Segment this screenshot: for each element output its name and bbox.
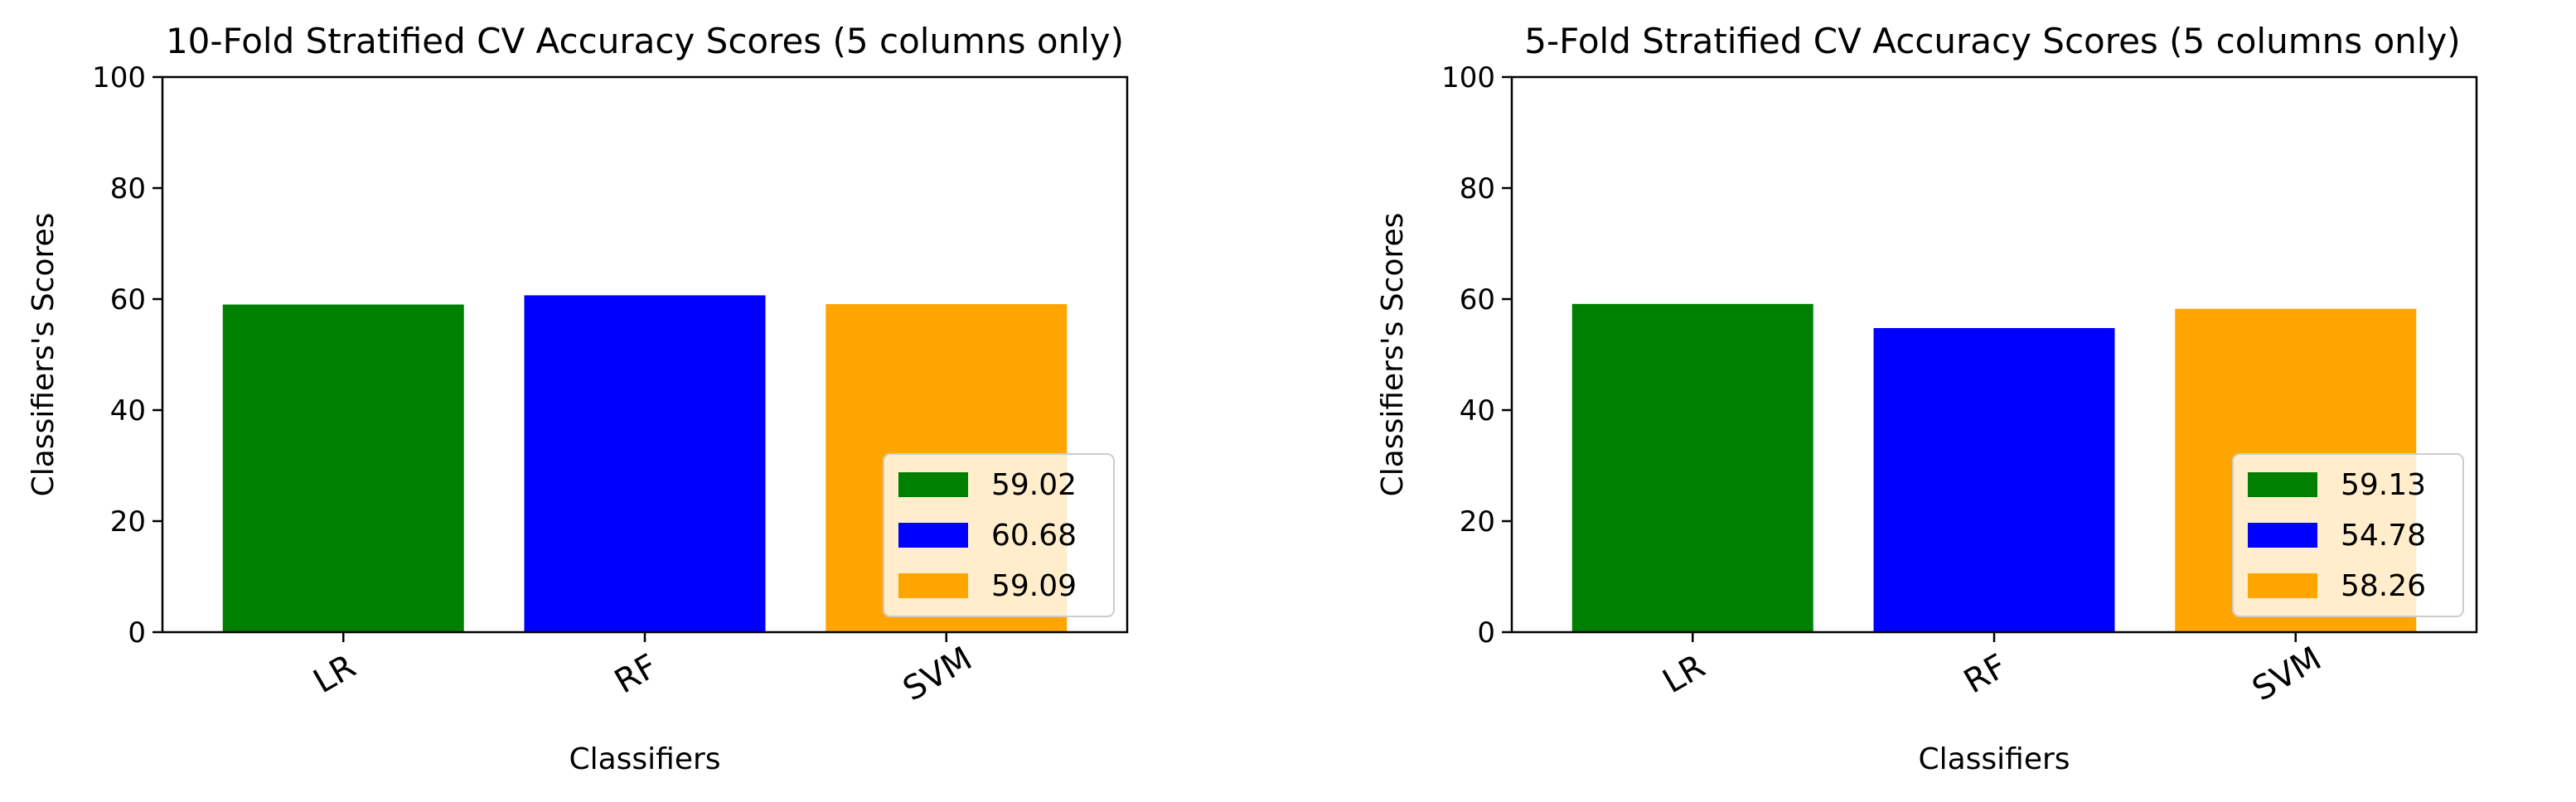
y-tick-label: 60 [1460,283,1495,316]
chart-10-fold: 10-Fold Stratified CV Accuracy Scores (5… [27,21,1129,776]
x-tick-label: SVM [897,640,979,708]
y-ticks: 0 20 40 60 80 100 [92,61,162,650]
y-tick-label: 80 [110,172,146,205]
y-tick-label: 80 [1460,172,1495,205]
chart-title: 10-Fold Stratified CV Accuracy Scores (5… [166,21,1124,61]
chart-5-fold: 5-Fold Stratified CV Accuracy Scores (5 … [1376,21,2478,776]
legend-swatch [898,523,968,548]
bar-lr [1571,303,1813,632]
x-ticks: LR RF SVM [1657,632,2328,708]
y-tick-label: 20 [1460,505,1495,539]
x-axis-label: Classifiers [1918,742,2070,776]
bar-rf [524,295,766,632]
legend-swatch [898,573,968,598]
y-tick-label: 40 [1460,394,1495,428]
chart-title: 5-Fold Stratified CV Accuracy Scores (5 … [1524,21,2460,61]
legend-label: 59.02 [991,468,1077,502]
y-tick-label: 60 [110,283,146,316]
y-axis-label: Classifiers's Scores [1376,213,1410,497]
y-tick-label: 40 [110,394,146,428]
y-axis-label: Classifiers's Scores [27,213,61,497]
x-ticks: LR RF SVM [307,632,979,708]
y-tick-label: 100 [92,61,146,94]
bar-rf [1873,327,2115,632]
legend: 59.13 54.78 58.26 [2232,453,2464,617]
legend-swatch [2248,472,2317,497]
y-ticks: 0 20 40 60 80 100 [1441,61,1512,650]
x-axis-label: Classifiers [569,742,720,776]
x-tick-label: LR [1657,647,1712,701]
legend-label: 59.09 [991,569,1077,603]
y-tick-label: 20 [110,505,146,539]
legend: 59.02 60.68 59.09 [883,453,1115,617]
bar-lr [222,304,464,632]
legend-label: 59.13 [2341,468,2426,502]
y-tick-label: 100 [1441,61,1495,94]
legend-swatch [898,472,968,497]
legend-swatch [2248,523,2317,548]
plot-frame [161,75,1129,634]
x-tick-label: RF [1958,647,2013,701]
plot-frame [1510,75,2478,634]
y-tick-label: 0 [1477,616,1495,650]
legend-label: 60.68 [991,519,1077,553]
x-tick-label: SVM [2246,640,2328,708]
legend-label: 54.78 [2341,519,2426,553]
x-tick-label: RF [608,647,664,701]
y-tick-label: 0 [128,616,146,650]
legend-swatch [2248,573,2317,598]
x-tick-label: LR [307,647,362,701]
legend-label: 58.26 [2341,569,2426,603]
